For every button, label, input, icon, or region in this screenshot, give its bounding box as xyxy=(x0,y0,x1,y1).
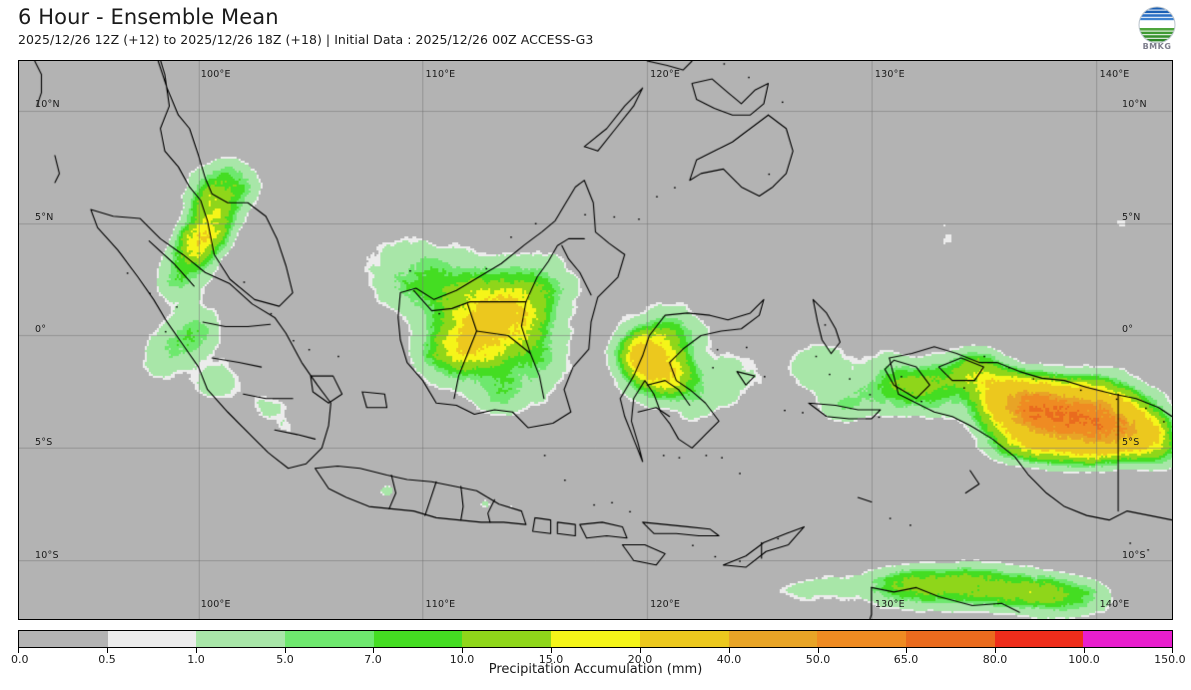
colorbar-segment xyxy=(817,631,906,647)
colorbar-tick xyxy=(995,648,996,653)
colorbar-tick-label: 0.0 xyxy=(11,653,29,666)
colorbar-segment xyxy=(994,631,1084,647)
colorbar-tick-label: 1.0 xyxy=(187,653,205,666)
header: 6 Hour - Ensemble Mean 2025/12/26 12Z (+… xyxy=(18,4,1078,54)
bmkg-logo-icon xyxy=(1138,6,1176,44)
precipitation-map[interactable]: 100°E 100°E 110°E 110°E 120°E 120°E 130°E 130°E… xyxy=(18,60,1173,620)
colorbar-tick xyxy=(285,648,286,653)
colorbar-tick-label: 100.0 xyxy=(1068,653,1100,666)
colorbar-segment xyxy=(1083,631,1172,647)
colorbar-segment xyxy=(107,631,197,647)
colorbar-gradient xyxy=(18,630,1173,648)
bmkg-logo-text: BMKG xyxy=(1142,42,1172,51)
colorbar-segment xyxy=(551,631,640,647)
page-title: 6 Hour - Ensemble Mean xyxy=(18,5,279,29)
colorbar-tick-label: 10.0 xyxy=(449,653,475,666)
colorbar-segment xyxy=(639,631,729,647)
bmkg-logo: BMKG xyxy=(1131,4,1183,54)
colorbar-tick xyxy=(818,648,819,653)
precipitation-colorbar[interactable]: 0.0 0.5 1.0 5.0 7.0 10.0 15.0 20.0 40.0 50.0 65.0 8… xyxy=(11,630,1186,666)
colorbar-tick-label: 0.5 xyxy=(98,653,116,666)
page-subtitle: 2025/12/26 12Z (+12) to 2025/12/26 18Z (… xyxy=(18,32,594,47)
colorbar-tick xyxy=(18,648,19,653)
colorbar-title: Precipitation Accumulation (mm) xyxy=(488,662,703,677)
colorbar-tick xyxy=(196,648,197,653)
colorbar-segment xyxy=(19,631,108,647)
map-raster xyxy=(19,61,1172,619)
colorbar-tick-label: 150.0 xyxy=(1154,653,1186,666)
colorbar-tick xyxy=(373,648,374,653)
colorbar-segment xyxy=(905,631,995,647)
colorbar-tick-label: 15.0 xyxy=(538,653,564,666)
colorbar-tick-label: 65.0 xyxy=(893,653,919,666)
colorbar-segment xyxy=(728,631,818,647)
colorbar-tick xyxy=(1172,648,1173,653)
colorbar-tick xyxy=(107,648,108,653)
colorbar-tick-label: 5.0 xyxy=(276,653,294,666)
colorbar-tick-label: 80.0 xyxy=(982,653,1008,666)
colorbar-tick-label: 20.0 xyxy=(627,653,653,666)
colorbar-tick-label: 50.0 xyxy=(805,653,831,666)
colorbar-tick-label: 40.0 xyxy=(716,653,742,666)
colorbar-tick xyxy=(462,648,463,653)
colorbar-segment xyxy=(196,631,286,647)
colorbar-segment xyxy=(373,631,463,647)
colorbar-segment xyxy=(462,631,552,647)
colorbar-tick xyxy=(1084,648,1085,653)
colorbar-segment xyxy=(285,631,374,647)
colorbar-tick xyxy=(906,648,907,653)
colorbar-tick xyxy=(551,648,552,653)
colorbar-tick-label: 7.0 xyxy=(364,653,382,666)
colorbar-tick xyxy=(729,648,730,653)
colorbar-tick xyxy=(640,648,641,653)
